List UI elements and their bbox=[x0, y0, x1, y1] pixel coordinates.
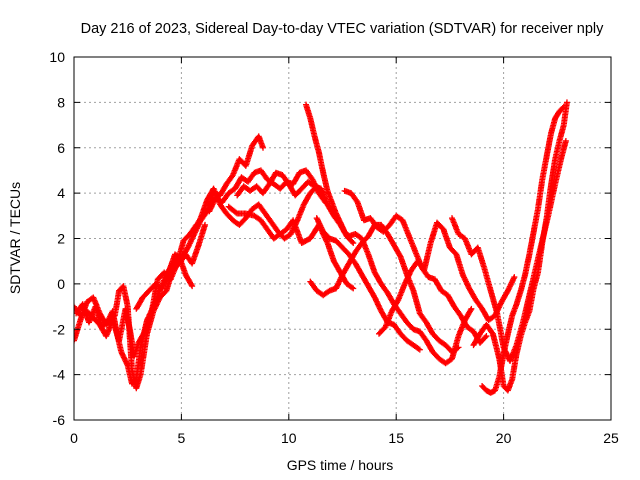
data-point bbox=[505, 286, 512, 293]
data-point bbox=[454, 345, 461, 352]
y-tick-label: 0 bbox=[57, 276, 65, 292]
x-tick-label: 20 bbox=[496, 430, 512, 446]
y-tick-label: -2 bbox=[53, 321, 66, 337]
data-point bbox=[154, 299, 161, 306]
data-point bbox=[460, 273, 467, 280]
y-tick-label: -6 bbox=[53, 412, 66, 428]
data-series bbox=[74, 99, 570, 396]
series-track-2 bbox=[74, 221, 200, 360]
data-point bbox=[74, 337, 77, 344]
x-tick-label: 0 bbox=[70, 430, 78, 446]
x-axis-label: GPS time / hours bbox=[287, 457, 394, 473]
series-track-6 bbox=[206, 167, 335, 215]
series-track-5 bbox=[191, 183, 327, 242]
y-tick-label: 8 bbox=[57, 94, 65, 110]
y-tick-label: -4 bbox=[53, 367, 66, 383]
data-point bbox=[151, 306, 158, 313]
series-track-16 bbox=[479, 103, 567, 396]
data-point bbox=[461, 275, 468, 282]
grid bbox=[74, 57, 611, 420]
data-point bbox=[483, 333, 490, 340]
data-point bbox=[289, 228, 296, 235]
y-tick-label: 2 bbox=[57, 231, 65, 247]
data-point bbox=[350, 285, 357, 292]
data-point bbox=[313, 215, 320, 222]
data-point bbox=[187, 239, 194, 246]
data-point bbox=[233, 209, 239, 216]
x-tick-label: 5 bbox=[178, 430, 186, 446]
data-point bbox=[488, 329, 495, 336]
data-point bbox=[416, 346, 423, 353]
data-point bbox=[316, 221, 323, 228]
data-point bbox=[152, 304, 159, 310]
data-point bbox=[511, 274, 518, 281]
data-point bbox=[467, 307, 474, 314]
data-point bbox=[338, 274, 345, 281]
data-point bbox=[455, 344, 462, 351]
x-tick-label: 15 bbox=[388, 430, 404, 446]
y-tick-label: 10 bbox=[49, 49, 65, 65]
series-track-11 bbox=[313, 215, 423, 353]
data-point bbox=[560, 103, 567, 110]
data-point bbox=[402, 279, 409, 286]
axis-ticks: 0 5 10 15 20 25 -6 -4 -2 0 2 4 6 8 10 bbox=[49, 49, 619, 446]
data-point bbox=[119, 351, 126, 358]
y-tick-label: 6 bbox=[57, 140, 65, 156]
x-tick-label: 25 bbox=[603, 430, 619, 446]
data-point bbox=[468, 305, 475, 312]
series-track-8 bbox=[225, 203, 357, 292]
chart-title: Day 216 of 2023, Sidereal Day-to-day VTE… bbox=[81, 21, 605, 37]
data-point bbox=[260, 144, 267, 151]
data-point bbox=[349, 284, 355, 291]
data-point bbox=[349, 238, 356, 245]
data-point bbox=[190, 232, 197, 239]
y-axis-label: SDTVAR / TECUs bbox=[7, 182, 23, 294]
data-point bbox=[189, 283, 196, 290]
data-point bbox=[120, 354, 127, 361]
data-point bbox=[371, 294, 378, 301]
data-point bbox=[188, 281, 195, 288]
data-point bbox=[336, 277, 343, 284]
data-point bbox=[563, 99, 570, 106]
data-point bbox=[350, 240, 357, 247]
data-point bbox=[210, 198, 217, 205]
series-track-3 bbox=[74, 221, 209, 392]
x-tick-label: 10 bbox=[281, 430, 297, 446]
data-point bbox=[394, 298, 401, 304]
data-point bbox=[562, 137, 569, 144]
data-point bbox=[482, 334, 489, 341]
data-point bbox=[415, 345, 422, 352]
data-point bbox=[202, 221, 209, 228]
data-point bbox=[559, 105, 566, 111]
y-tick-label: 4 bbox=[57, 185, 65, 201]
series-track-15 bbox=[470, 99, 570, 394]
